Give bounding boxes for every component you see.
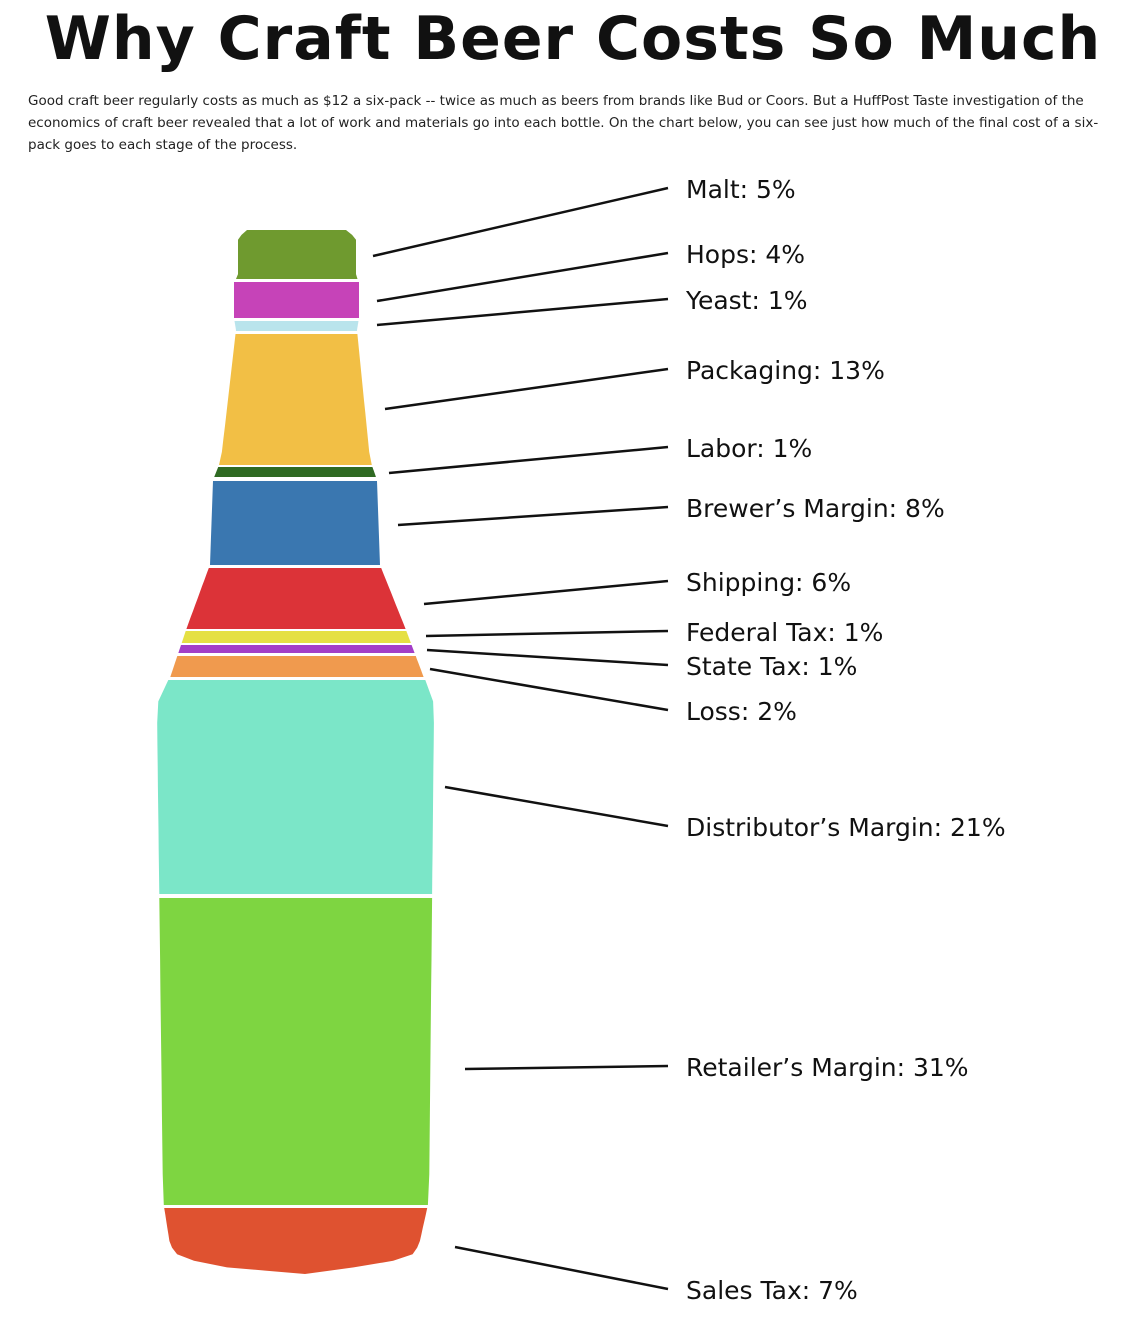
data-label: Labor: 1% xyxy=(686,434,812,463)
segment-hops xyxy=(234,282,359,318)
data-label: Yeast: 1% xyxy=(685,286,808,315)
leader-line xyxy=(429,667,669,712)
page-subtitle: Good craft beer regularly costs as much … xyxy=(28,93,1099,153)
leader-line xyxy=(397,505,669,527)
segment-sales-tax xyxy=(164,1208,428,1274)
data-label: Hops: 4% xyxy=(686,240,805,269)
segment-malt xyxy=(236,230,358,279)
data-label: Retailer’s Margin: 31% xyxy=(686,1053,969,1082)
leader-line xyxy=(425,629,669,638)
data-label: Malt: 5% xyxy=(686,175,796,204)
segment-packaging xyxy=(219,334,372,465)
segment-labor xyxy=(214,467,376,477)
leader-line xyxy=(454,1245,669,1291)
leader-line xyxy=(372,186,669,258)
data-label: Loss: 2% xyxy=(686,697,797,726)
segment-state-tax xyxy=(178,645,415,653)
data-label: Distributor’s Margin: 21% xyxy=(686,813,1006,842)
data-label: Packaging: 13% xyxy=(686,356,885,385)
segment-distributor-s-margin xyxy=(157,680,434,894)
leader-line xyxy=(388,445,669,475)
segment-loss xyxy=(170,656,424,677)
leader-line xyxy=(464,1064,669,1071)
data-label: Shipping: 6% xyxy=(686,568,851,597)
data-label: State Tax: 1% xyxy=(686,652,857,681)
segment-federal-tax xyxy=(181,631,411,643)
data-label: Sales Tax: 7% xyxy=(686,1276,858,1305)
segment-yeast xyxy=(234,321,359,331)
leader-line xyxy=(423,579,669,606)
leader-line xyxy=(426,648,669,667)
leader-line xyxy=(376,297,669,327)
segment-shipping xyxy=(186,568,406,629)
leader-line xyxy=(376,251,669,303)
leader-line xyxy=(384,367,669,411)
leader-line xyxy=(444,785,669,828)
segment-brewer-s-margin xyxy=(210,481,380,565)
data-label: Federal Tax: 1% xyxy=(686,618,883,647)
page-title: Why Craft Beer Costs So Much xyxy=(44,4,1102,74)
data-label: Brewer’s Margin: 8% xyxy=(686,494,945,523)
segment-retailer-s-margin xyxy=(159,898,433,1205)
